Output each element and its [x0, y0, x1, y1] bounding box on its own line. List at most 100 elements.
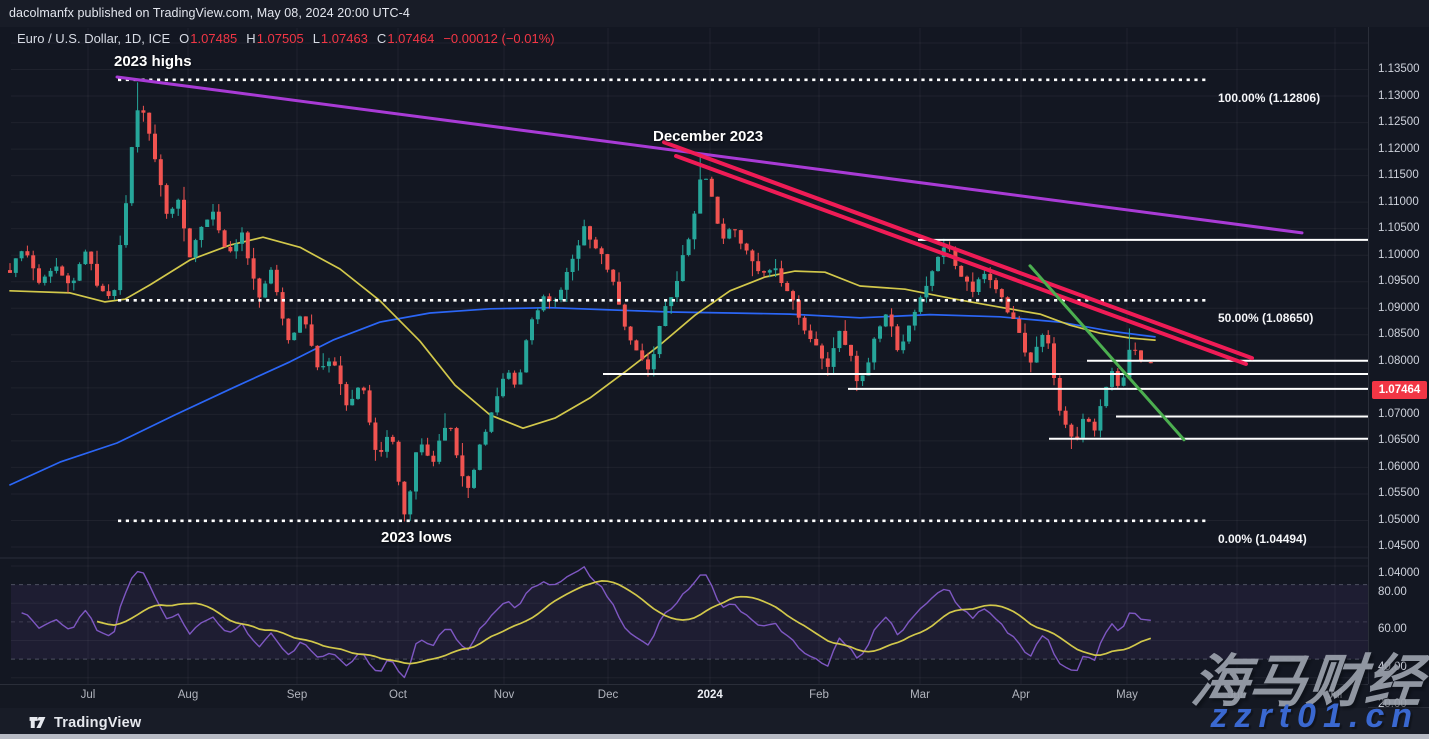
- candle-body: [222, 230, 227, 247]
- candle-body: [42, 276, 47, 283]
- candle-body: [733, 229, 737, 231]
- candle-body: [570, 258, 575, 272]
- price-axis-tick: 1.08500: [1378, 328, 1420, 341]
- time-axis-label: Jul: [1327, 689, 1343, 701]
- candle-body: [988, 273, 993, 281]
- candle-body: [889, 314, 894, 327]
- publish-line: dacolmanfx published on TradingView.com,…: [9, 6, 410, 20]
- candle-body: [483, 431, 488, 445]
- candle-body: [164, 185, 169, 214]
- candle-body: [240, 232, 244, 244]
- candle-body: [48, 270, 53, 277]
- candle-body: [593, 239, 598, 249]
- candle-body: [663, 306, 668, 326]
- rsi-band: [11, 584, 1368, 660]
- candle-body: [66, 275, 70, 284]
- candle-body: [970, 281, 975, 292]
- candle-body: [141, 110, 146, 113]
- rsi-axis-tick: 20.00: [1378, 697, 1407, 710]
- tradingview-logo-link[interactable]: TradingView: [28, 713, 141, 732]
- candle-body: [274, 269, 279, 293]
- candle-body: [831, 348, 836, 367]
- candle-body: [431, 455, 436, 462]
- candle-body: [303, 316, 308, 325]
- text-annotation[interactable]: 2023 lows: [381, 529, 452, 546]
- ohlc-value: 1.07464: [387, 31, 435, 46]
- candle-body: [60, 266, 65, 276]
- candle-body: [321, 366, 326, 368]
- candle-body: [269, 269, 273, 284]
- candle-body: [286, 318, 291, 341]
- symbol-legend[interactable]: Euro / U.S. Dollar, 1D, ICE O1.07485 H1.07…: [17, 31, 555, 46]
- price-and-rsi-chart-canvas[interactable]: [0, 27, 1429, 707]
- purple-downtrend-from-2023-highs[interactable]: [115, 75, 1304, 235]
- candle-body: [129, 147, 134, 204]
- candle-body: [605, 254, 610, 270]
- candle-body: [982, 273, 987, 280]
- candle-body: [234, 243, 239, 252]
- candle-body: [779, 268, 784, 283]
- rsi-axis-tick: 80.00: [1378, 586, 1407, 598]
- price-axis-tick: 1.04000: [1378, 567, 1420, 579]
- candle-body: [936, 256, 940, 272]
- candle-body: [89, 251, 94, 264]
- rsi-axis-tick: 60.00: [1378, 623, 1407, 636]
- candle-body: [147, 112, 152, 134]
- candle-body: [541, 296, 546, 311]
- ohlc-values: O1.07485 H1.07505 L1.07463 C1.07464: [170, 31, 434, 46]
- pink-channel-lower[interactable]: [674, 154, 1248, 366]
- text-annotation[interactable]: December 2023: [653, 128, 764, 145]
- candle-body: [437, 440, 442, 462]
- candle-body: [182, 199, 186, 229]
- candle-body: [628, 326, 633, 341]
- candle-body: [263, 283, 268, 298]
- pink-channel-upper[interactable]: [662, 140, 1254, 361]
- candle-body: [332, 361, 337, 366]
- candle-body: [669, 297, 674, 307]
- candle-body: [158, 159, 163, 186]
- candle-body: [309, 324, 314, 346]
- candle-body: [211, 211, 215, 220]
- candle-body: [512, 372, 517, 385]
- candle-body: [535, 310, 540, 320]
- candle-body: [524, 340, 529, 373]
- ohlc-letter: O: [179, 31, 190, 46]
- candle-body: [361, 387, 366, 391]
- candle-body: [31, 255, 36, 269]
- candle-body: [489, 412, 494, 432]
- candle-body: [402, 481, 407, 515]
- rsi-line: [21, 566, 1151, 679]
- candle-body: [617, 281, 621, 305]
- candle-body: [767, 270, 772, 273]
- candle-body: [773, 268, 778, 271]
- candle-body: [83, 251, 88, 265]
- candle-body: [338, 365, 343, 385]
- candle-body: [350, 398, 355, 406]
- price-axis[interactable]: 1.07464 1.13500 1.13000 1.12500 1.12000 1.11…: [1368, 27, 1429, 710]
- candle-body: [8, 270, 12, 273]
- candle-body: [686, 239, 691, 255]
- candle-body: [837, 330, 842, 349]
- text-annotation[interactable]: 2023 highs: [114, 53, 192, 70]
- candle-body: [878, 326, 882, 339]
- price-axis-tick: 1.08000: [1378, 354, 1420, 367]
- candle-body: [112, 290, 117, 296]
- candle-body: [727, 229, 732, 239]
- candle-body: [460, 455, 465, 477]
- candle-body: [646, 359, 650, 370]
- candle-body: [419, 444, 424, 453]
- bottom-scroll-strip[interactable]: [0, 734, 1429, 739]
- candle-body: [1086, 418, 1091, 422]
- green-countertrend[interactable]: [1028, 264, 1186, 442]
- candle-body: [924, 285, 929, 298]
- candle-body: [454, 428, 459, 456]
- price-axis-tick: 1.05000: [1378, 513, 1420, 526]
- candle-body: [559, 289, 563, 300]
- candle-body: [1063, 410, 1068, 425]
- price-axis-tick: 1.04500: [1378, 540, 1420, 553]
- price-axis-tick: 1.12500: [1378, 116, 1420, 129]
- candle-body: [709, 178, 714, 197]
- candle-body: [1028, 352, 1033, 363]
- tradingview-logo-text: TradingView: [54, 714, 142, 731]
- time-axis[interactable]: Jul Aug Sep Oct Nov Dec 2024 Feb Mar Apr May Jun Jul: [0, 684, 1368, 708]
